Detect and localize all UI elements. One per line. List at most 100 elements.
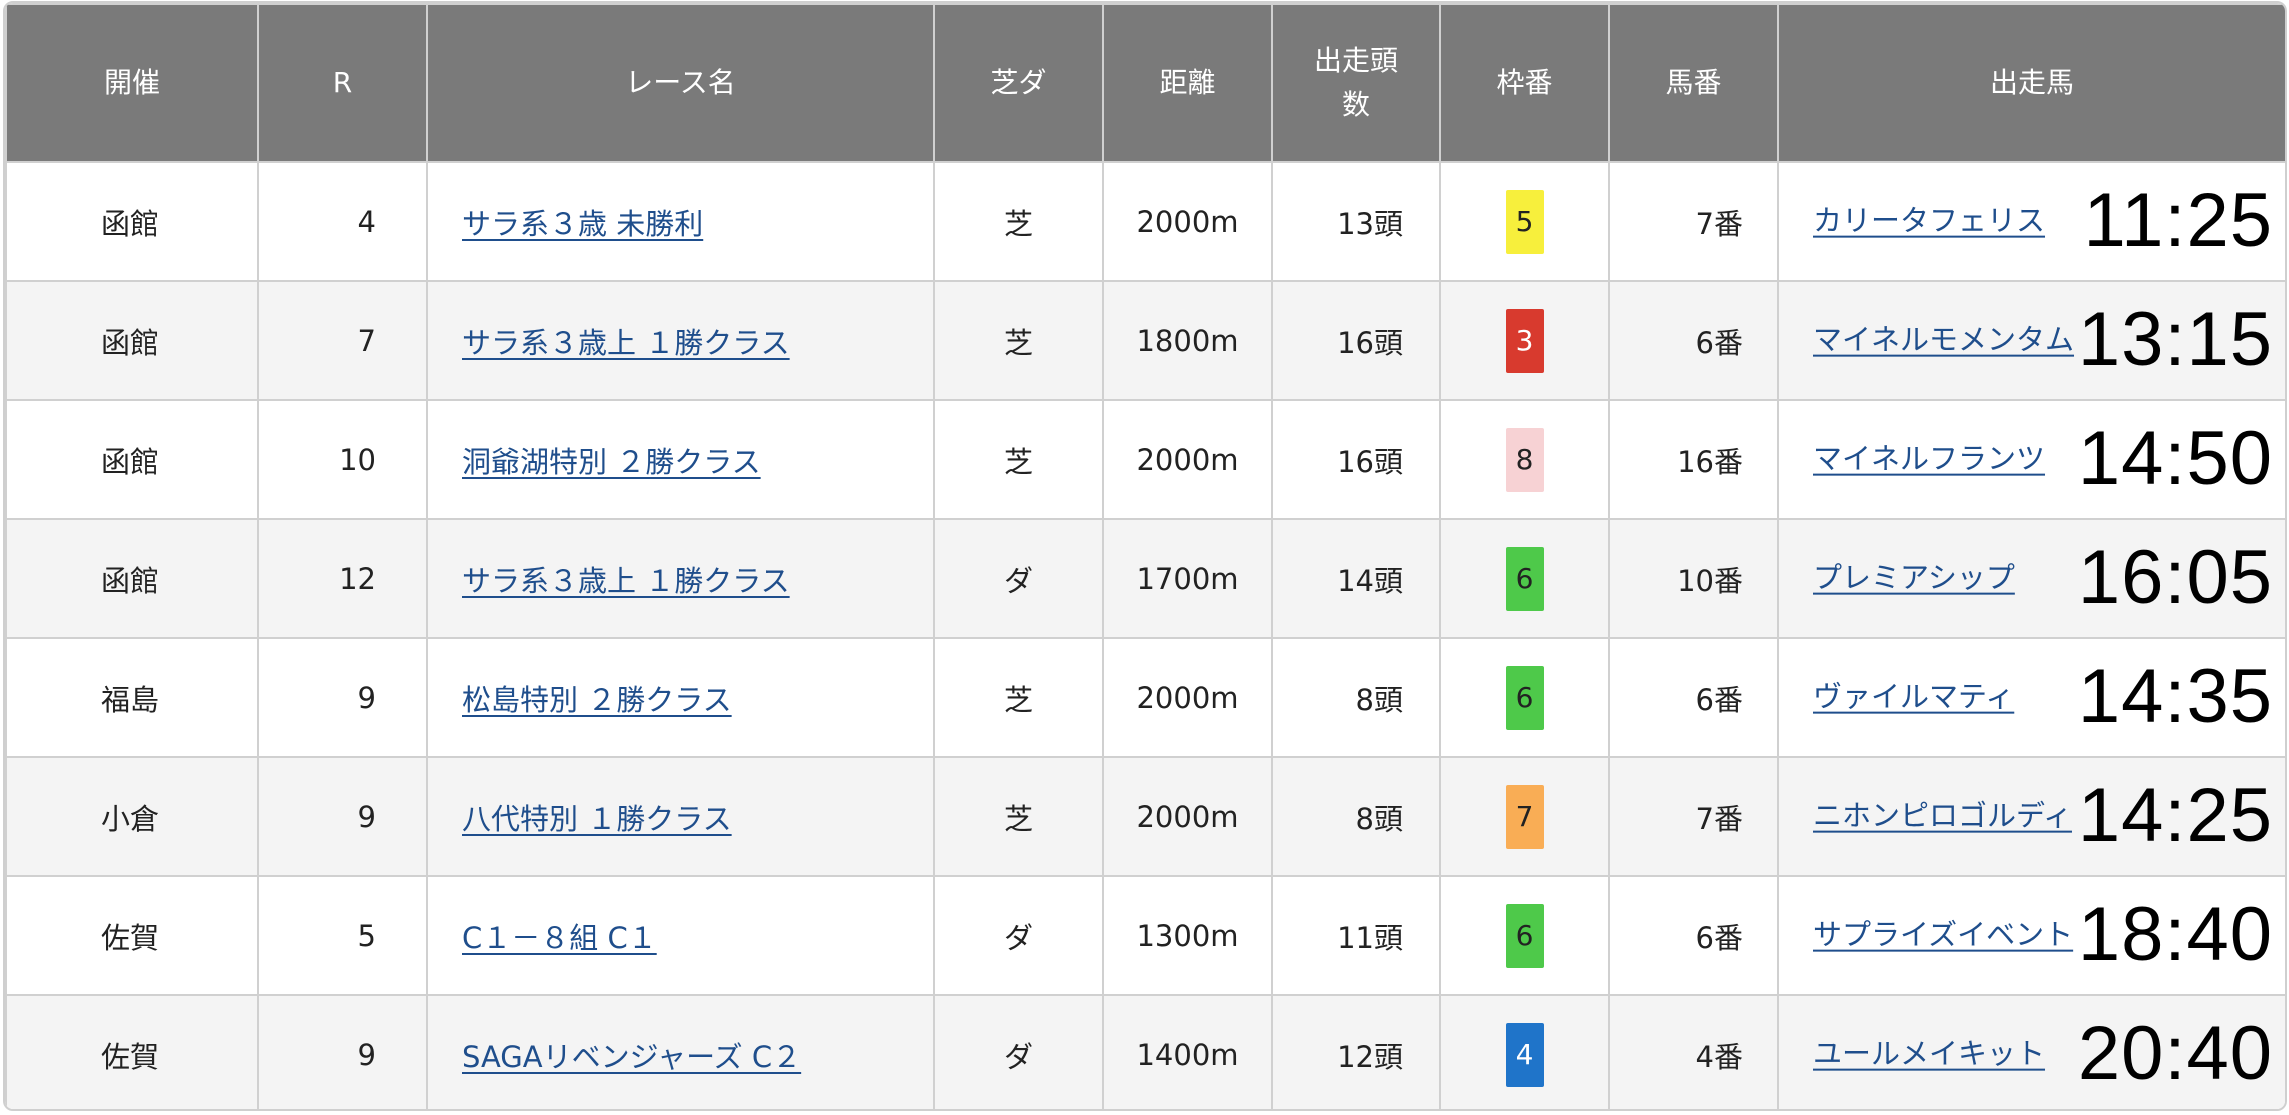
race-number-cell: 7 (257, 280, 428, 401)
race-number-cell: 5 (257, 875, 428, 996)
gate-cell: 7 (1439, 756, 1610, 877)
table-row: 函館 12 サラ系３歳上 １勝クラス ダ 1700m 14頭 6 10番 プレミアシップ 16:0… (5, 518, 2285, 639)
race-number-cell: 9 (257, 637, 428, 758)
race-name-link[interactable]: サラ系３歳上 １勝クラス (462, 563, 790, 598)
header-race-name: レース名 (426, 3, 935, 163)
race-name-link[interactable]: 松島特別 ２勝クラス (462, 682, 732, 717)
header-surface: 芝ダ (933, 3, 1104, 163)
table-row: 佐賀 5 C１－８組 C１ ダ 1300m 11頭 6 6番 サプライズイベント 18:40 (5, 875, 2285, 996)
surface-cell: 芝 (933, 637, 1104, 758)
table-row: 小倉 9 八代特別 １勝クラス 芝 2000m 8頭 7 7番 ニホンピロゴルディ 14:25 (5, 756, 2285, 877)
table-body: 函館 4 サラ系３歳 未勝利芝 2000m 13頭 5 7番 カリータフェリス 11:25 函館 7… (5, 161, 2285, 1109)
surface-cell: 芝 (933, 280, 1104, 401)
horse-cell: マイネルフランツ 14:50 (1777, 399, 2285, 520)
venue-cell: 函館 (5, 518, 259, 639)
race-number-cell: 10 (257, 399, 428, 520)
horse-number-cell: 7番 (1608, 161, 1779, 282)
horse-number-cell: 10番 (1608, 518, 1779, 639)
header-venue: 開催 (5, 3, 259, 163)
gate-badge: 7 (1505, 784, 1544, 849)
gate-cell: 8 (1439, 399, 1610, 520)
gate-badge: 6 (1505, 903, 1544, 968)
runners-cell: 8頭 (1271, 756, 1441, 877)
horse-cell: マイネルモメンタム 13:15 (1777, 280, 2285, 401)
gate-badge: 6 (1505, 546, 1544, 611)
header-runners-label: 出走頭数 (1313, 44, 1398, 121)
post-time: 14:50 (2077, 415, 2273, 501)
horse-number-cell: 6番 (1608, 280, 1779, 401)
gate-badge: 3 (1505, 308, 1544, 373)
gate-cell: 6 (1439, 875, 1610, 996)
runners-cell: 13頭 (1271, 161, 1441, 282)
venue-cell: 函館 (5, 399, 259, 520)
race-name-cell: 松島特別 ２勝クラス (426, 637, 935, 758)
horse-name-link[interactable]: プレミアシップ (1813, 560, 2015, 595)
race-name-link[interactable]: サラ系３歳上 １勝クラス (462, 325, 790, 360)
horse-name-link[interactable]: マイネルフランツ (1813, 441, 2046, 476)
horse-name-link[interactable]: カリータフェリス (1813, 203, 2046, 238)
gate-badge: 8 (1505, 427, 1544, 492)
distance-cell: 1400m (1102, 994, 1273, 1109)
race-number-cell: 4 (257, 161, 428, 282)
distance-cell: 1300m (1102, 875, 1273, 996)
surface-cell: ダ (933, 994, 1104, 1109)
race-name-cell: SAGAリベンジャーズ C２ (426, 994, 935, 1109)
venue-cell: 福島 (5, 637, 259, 758)
gate-cell: 5 (1439, 161, 1610, 282)
race-name-link[interactable]: 洞爺湖特別 ２勝クラス (462, 444, 761, 479)
horse-name-link[interactable]: サプライズイベント (1813, 917, 2074, 952)
horse-name-link[interactable]: ユールメイキット (1813, 1036, 2046, 1071)
header-race-number: R (257, 3, 428, 163)
horse-cell: カリータフェリス 11:25 (1777, 161, 2285, 282)
gate-badge: 5 (1505, 189, 1544, 254)
race-name-link[interactable]: C１－８組 C１ (462, 920, 657, 955)
runners-cell: 12頭 (1271, 994, 1441, 1109)
table-row: 函館 10 洞爺湖特別 ２勝クラス 芝 2000m 16頭 8 16番 マイネルフランツ 14:5… (5, 399, 2285, 520)
table-row: 函館 7 サラ系３歳上 １勝クラス 芝 1800m 16頭 3 6番 マイネルモメンタム 13:1… (5, 280, 2285, 401)
post-time: 20:40 (2077, 1010, 2273, 1096)
race-name-cell: 八代特別 １勝クラス (426, 756, 935, 877)
horse-name-link[interactable]: ヴァイルマティ (1813, 679, 2015, 714)
race-table-container: 開催 R レース名 芝ダ 距離 出走頭数 枠番 馬番 出走馬 函館 4 サラ系３歳 … (3, 1, 2287, 1111)
gate-cell: 4 (1439, 994, 1610, 1109)
header-horse: 出走馬 (1777, 3, 2285, 163)
runners-cell: 11頭 (1271, 875, 1441, 996)
distance-cell: 1800m (1102, 280, 1273, 401)
post-time: 14:35 (2077, 653, 2273, 739)
distance-cell: 2000m (1102, 161, 1273, 282)
horse-number-cell: 16番 (1608, 399, 1779, 520)
venue-cell: 小倉 (5, 756, 259, 877)
distance-cell: 2000m (1102, 399, 1273, 520)
gate-badge: 4 (1505, 1022, 1544, 1087)
race-name-link[interactable]: サラ系３歳 未勝利 (462, 206, 704, 241)
distance-cell: 1700m (1102, 518, 1273, 639)
horse-cell: ニホンピロゴルディ 14:25 (1777, 756, 2285, 877)
race-name-cell: サラ系３歳 未勝利 (426, 161, 935, 282)
race-number-cell: 9 (257, 994, 428, 1109)
surface-cell: 芝 (933, 399, 1104, 520)
gate-badge: 6 (1505, 665, 1544, 730)
horse-name-link[interactable]: ニホンピロゴルディ (1813, 798, 2072, 833)
runners-cell: 16頭 (1271, 399, 1441, 520)
post-time: 14:25 (2077, 772, 2273, 858)
distance-cell: 2000m (1102, 756, 1273, 877)
race-number-cell: 12 (257, 518, 428, 639)
race-name-link[interactable]: SAGAリベンジャーズ C２ (462, 1039, 802, 1074)
horse-cell: プレミアシップ 16:05 (1777, 518, 2285, 639)
header-runners: 出走頭数 (1271, 3, 1441, 163)
table-row: 佐賀 9 SAGAリベンジャーズ C２ ダ 1400m 12頭 4 4番 ユールメイキット 20:… (5, 994, 2285, 1109)
surface-cell: 芝 (933, 161, 1104, 282)
venue-cell: 函館 (5, 280, 259, 401)
distance-cell: 2000m (1102, 637, 1273, 758)
header-horse-number: 馬番 (1608, 3, 1779, 163)
post-time: 18:40 (2077, 891, 2273, 977)
horse-number-cell: 4番 (1608, 994, 1779, 1109)
venue-cell: 佐賀 (5, 994, 259, 1109)
race-name-cell: C１－８組 C１ (426, 875, 935, 996)
race-name-link[interactable]: 八代特別 １勝クラス (462, 801, 732, 836)
post-time: 13:15 (2077, 296, 2273, 382)
horse-name-link[interactable]: マイネルモメンタム (1813, 322, 2075, 357)
race-entries-table: 開催 R レース名 芝ダ 距離 出走頭数 枠番 馬番 出走馬 函館 4 サラ系３歳 … (5, 3, 2285, 1109)
horse-number-cell: 7番 (1608, 756, 1779, 877)
venue-cell: 函館 (5, 161, 259, 282)
